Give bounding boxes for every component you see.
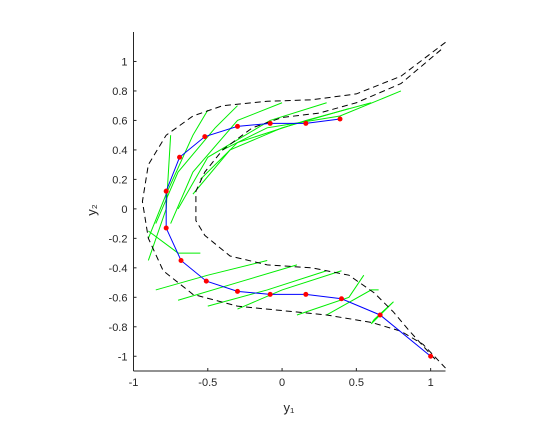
y-tick-label: -1 xyxy=(118,351,128,363)
y-tick-label: -0.2 xyxy=(109,233,128,245)
y-tick-label: 0.4 xyxy=(112,145,127,157)
y-tick-label: -0.4 xyxy=(109,263,128,275)
point xyxy=(267,291,273,297)
x-tick-label: -1 xyxy=(129,377,139,389)
series-line xyxy=(195,49,442,360)
point xyxy=(163,188,169,194)
y-tick-label: 0.2 xyxy=(112,174,127,186)
point xyxy=(235,123,240,129)
series-line xyxy=(200,102,372,180)
y-tick-label: 0 xyxy=(121,204,127,216)
point xyxy=(337,116,343,122)
series-line xyxy=(141,41,446,369)
series-line xyxy=(177,264,298,301)
series-line xyxy=(222,90,402,151)
point xyxy=(303,120,309,126)
point xyxy=(235,288,240,294)
x-axis-label: y₁ xyxy=(284,400,296,415)
y-tick-label: 0.6 xyxy=(112,115,127,127)
point xyxy=(303,291,309,297)
point xyxy=(203,278,209,284)
point xyxy=(267,120,273,126)
point xyxy=(163,225,169,231)
series-line xyxy=(148,230,201,254)
series-line xyxy=(207,270,327,307)
x-tick-label: 0.5 xyxy=(349,377,364,389)
point xyxy=(428,353,434,359)
series-line xyxy=(370,301,394,325)
point xyxy=(339,296,344,302)
y-tick-label: -0.6 xyxy=(109,292,128,304)
series-line xyxy=(155,259,268,291)
y-tick-label: 0.8 xyxy=(112,86,127,98)
y-axis-label: y₂ xyxy=(84,204,99,216)
x-tick-label: -0.5 xyxy=(198,377,217,389)
x-tick-label: 0 xyxy=(279,377,285,389)
series-line xyxy=(237,270,342,310)
point xyxy=(177,154,183,160)
series-line xyxy=(147,135,172,261)
point xyxy=(178,257,184,263)
series-line xyxy=(326,289,379,316)
y-tick-label: -0.8 xyxy=(109,322,128,334)
series-line xyxy=(155,105,238,224)
series-line xyxy=(296,274,365,316)
series-line xyxy=(165,118,431,357)
point xyxy=(377,312,383,318)
point xyxy=(202,134,208,140)
y-tick-label: 1 xyxy=(121,56,127,68)
x-tick-label: 1 xyxy=(428,377,434,389)
series-line xyxy=(177,102,327,210)
series-line xyxy=(170,102,283,224)
series-line xyxy=(147,109,209,239)
